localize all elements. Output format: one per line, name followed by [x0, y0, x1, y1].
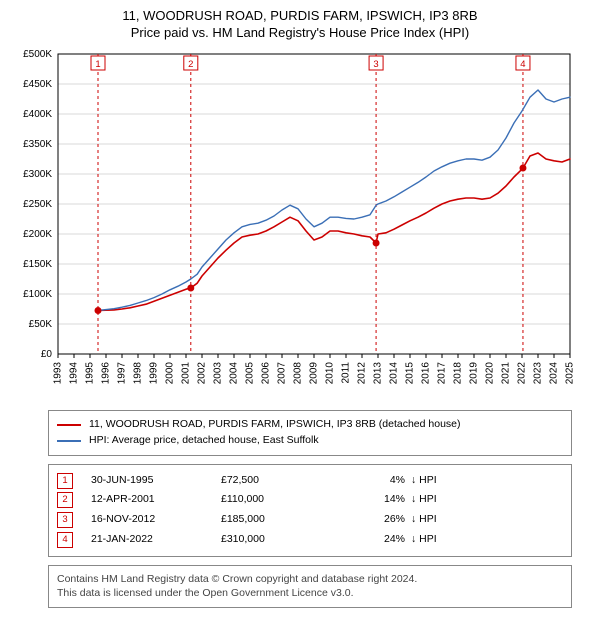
svg-text:£150K: £150K — [23, 259, 52, 270]
chart-svg: £0 £50K £100K £150K £200K £250K £300K £350K £400… — [10, 44, 590, 404]
svg-text:2023: 2023 — [533, 362, 544, 385]
svg-text:2010: 2010 — [325, 362, 336, 385]
svg-text:1: 1 — [95, 59, 100, 70]
table-row: 2 12-APR-2001£110,00014%↓ HPI — [57, 490, 563, 510]
table-row: 4 21-JAN-2022£310,00024%↓ HPI — [57, 530, 563, 550]
svg-text:2022: 2022 — [517, 362, 528, 385]
footer-line-1: Contains HM Land Registry data © Crown c… — [57, 572, 563, 586]
svg-text:2004: 2004 — [229, 362, 240, 385]
svg-text:2016: 2016 — [421, 362, 432, 385]
svg-text:2008: 2008 — [293, 362, 304, 385]
transaction-badge: 3 — [57, 512, 73, 528]
svg-text:3: 3 — [373, 59, 378, 70]
transaction-date: 16-NOV-2012 — [91, 510, 221, 530]
svg-text:2003: 2003 — [213, 362, 224, 385]
transaction-vs-hpi: ↓ HPI — [411, 471, 471, 491]
legend-label-property: 11, WOODRUSH ROAD, PURDIS FARM, IPSWICH,… — [89, 417, 461, 433]
transaction-badge: 2 — [57, 492, 73, 508]
svg-text:£250K: £250K — [23, 199, 52, 210]
svg-text:2007: 2007 — [277, 362, 288, 385]
transactions-table: 130-JUN-1995£72,5004%↓ HPI212-APR-2001£1… — [48, 464, 572, 558]
svg-text:1995: 1995 — [85, 362, 96, 385]
svg-text:2012: 2012 — [357, 362, 368, 385]
svg-text:2019: 2019 — [469, 362, 480, 385]
transaction-vs-hpi: ↓ HPI — [411, 530, 471, 550]
svg-text:2001: 2001 — [181, 362, 192, 385]
table-row: 1 30-JUN-1995£72,5004%↓ HPI — [57, 471, 563, 491]
legend-swatch-property — [57, 424, 81, 426]
svg-text:£400K: £400K — [23, 109, 52, 120]
svg-text:£0: £0 — [41, 349, 53, 360]
table-row: 3 16-NOV-2012£185,00026%↓ HPI — [57, 510, 563, 530]
transaction-badge: 4 — [57, 532, 73, 548]
svg-text:1999: 1999 — [149, 362, 160, 385]
svg-text:2017: 2017 — [437, 362, 448, 385]
svg-text:1996: 1996 — [101, 362, 112, 385]
svg-text:£200K: £200K — [23, 229, 52, 240]
svg-text:2005: 2005 — [245, 362, 256, 385]
svg-text:£50K: £50K — [29, 319, 53, 330]
transaction-price: £110,000 — [221, 490, 331, 510]
page: 11, WOODRUSH ROAD, PURDIS FARM, IPSWICH,… — [0, 0, 600, 608]
svg-text:£100K: £100K — [23, 289, 52, 300]
svg-text:2000: 2000 — [165, 362, 176, 385]
svg-text:2006: 2006 — [261, 362, 272, 385]
svg-text:2021: 2021 — [501, 362, 512, 385]
transaction-pct: 24% — [331, 530, 411, 550]
transaction-date: 30-JUN-1995 — [91, 471, 221, 491]
legend-row-property: 11, WOODRUSH ROAD, PURDIS FARM, IPSWICH,… — [57, 417, 563, 433]
svg-text:2018: 2018 — [453, 362, 464, 385]
footer-line-2: This data is licensed under the Open Gov… — [57, 586, 563, 600]
svg-text:1997: 1997 — [117, 362, 128, 385]
transaction-date: 21-JAN-2022 — [91, 530, 221, 550]
svg-text:2009: 2009 — [309, 362, 320, 385]
svg-text:2013: 2013 — [373, 362, 384, 385]
transaction-price: £310,000 — [221, 530, 331, 550]
transaction-vs-hpi: ↓ HPI — [411, 510, 471, 530]
transaction-pct: 4% — [331, 471, 411, 491]
svg-text:2020: 2020 — [485, 362, 496, 385]
title-line-1: 11, WOODRUSH ROAD, PURDIS FARM, IPSWICH,… — [10, 8, 590, 23]
svg-text:2024: 2024 — [549, 362, 560, 385]
svg-text:2002: 2002 — [197, 362, 208, 385]
title-line-2: Price paid vs. HM Land Registry's House … — [10, 25, 590, 40]
svg-text:1993: 1993 — [53, 362, 64, 385]
svg-text:2014: 2014 — [389, 362, 400, 385]
svg-text:2: 2 — [188, 59, 193, 70]
legend: 11, WOODRUSH ROAD, PURDIS FARM, IPSWICH,… — [48, 410, 572, 456]
svg-text:2011: 2011 — [341, 362, 352, 384]
svg-text:£300K: £300K — [23, 169, 52, 180]
transaction-pct: 26% — [331, 510, 411, 530]
transaction-price: £185,000 — [221, 510, 331, 530]
transaction-pct: 14% — [331, 490, 411, 510]
transaction-price: £72,500 — [221, 471, 331, 491]
svg-text:4: 4 — [520, 59, 525, 70]
transaction-badge: 1 — [57, 473, 73, 489]
svg-text:1998: 1998 — [133, 362, 144, 385]
transaction-vs-hpi: ↓ HPI — [411, 490, 471, 510]
chart: £0 £50K £100K £150K £200K £250K £300K £350K £400… — [10, 44, 590, 404]
svg-text:2015: 2015 — [405, 362, 416, 385]
svg-text:1994: 1994 — [69, 362, 80, 385]
svg-text:2025: 2025 — [565, 362, 576, 385]
svg-text:£350K: £350K — [23, 139, 52, 150]
legend-row-hpi: HPI: Average price, detached house, East… — [57, 433, 563, 449]
chart-header: 11, WOODRUSH ROAD, PURDIS FARM, IPSWICH,… — [0, 0, 600, 44]
legend-swatch-hpi — [57, 440, 81, 442]
transaction-date: 12-APR-2001 — [91, 490, 221, 510]
footer: Contains HM Land Registry data © Crown c… — [48, 565, 572, 607]
svg-text:£450K: £450K — [23, 79, 52, 90]
legend-label-hpi: HPI: Average price, detached house, East… — [89, 433, 319, 449]
svg-text:£500K: £500K — [23, 49, 52, 60]
